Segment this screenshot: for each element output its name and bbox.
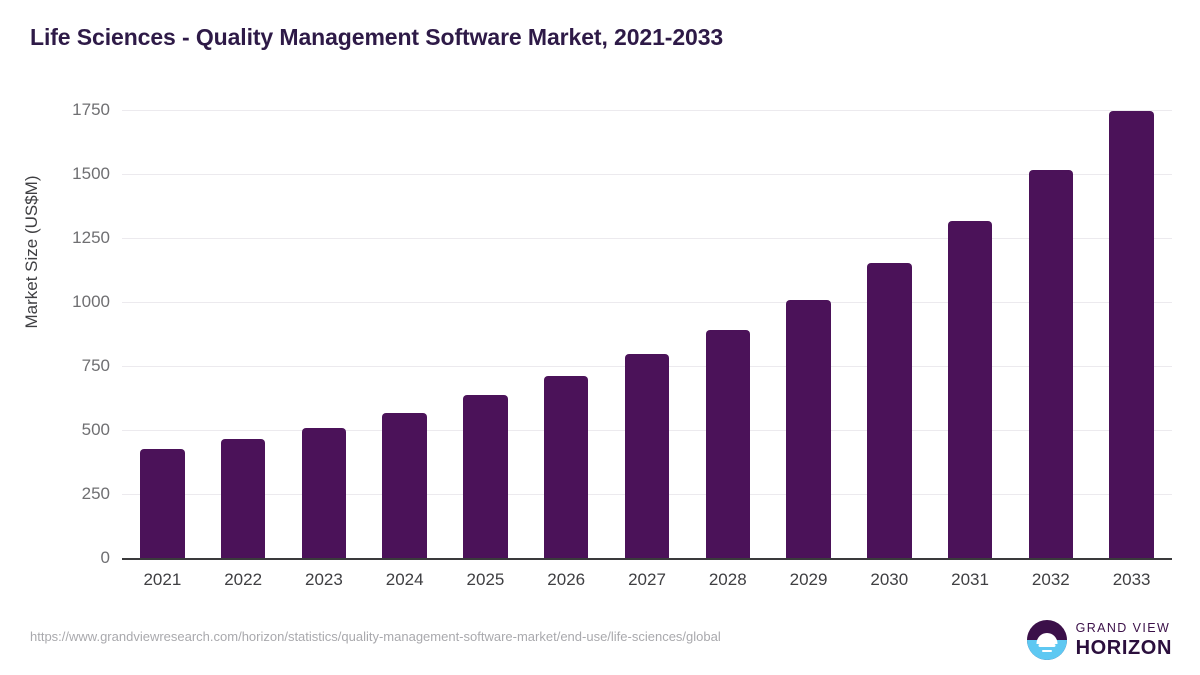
grand-view-horizon-logo: GRAND VIEW HORIZON bbox=[1026, 620, 1172, 660]
x-tick-label: 2025 bbox=[466, 570, 505, 589]
x-tick-label: 2030 bbox=[870, 570, 909, 589]
y-tick-label: 1750 bbox=[72, 100, 110, 119]
x-tick-label: 2029 bbox=[789, 570, 828, 589]
x-tick-label: 2026 bbox=[547, 570, 586, 589]
logo-line-horizon: HORIZON bbox=[1075, 636, 1172, 659]
x-tick-label: 2024 bbox=[385, 570, 424, 589]
gridline bbox=[122, 110, 1172, 111]
logo-line-grand-view: GRAND VIEW bbox=[1075, 621, 1171, 636]
bar[interactable] bbox=[867, 263, 912, 558]
horizon-sun-icon bbox=[1026, 620, 1067, 660]
x-tick-label: 2028 bbox=[708, 570, 747, 589]
x-axis-line bbox=[122, 558, 1172, 560]
bar[interactable] bbox=[301, 427, 347, 558]
y-axis-tick-labels: 0 250 500 750 1000 1250 1500 1750 bbox=[40, 100, 110, 567]
y-tick-label: 1000 bbox=[72, 292, 110, 311]
x-tick-label: 2021 bbox=[143, 570, 182, 589]
y-tick-label: 250 bbox=[81, 484, 110, 503]
x-tick-label: 2022 bbox=[224, 570, 263, 589]
logo-wordmark: GRAND VIEW HORIZON bbox=[1076, 622, 1172, 658]
bar[interactable] bbox=[140, 449, 185, 558]
bar[interactable] bbox=[624, 354, 670, 558]
bar[interactable] bbox=[1109, 111, 1154, 558]
bar[interactable] bbox=[705, 330, 750, 558]
x-tick-label: 2032 bbox=[1031, 570, 1070, 589]
bar[interactable] bbox=[947, 220, 993, 558]
y-tick-label: 750 bbox=[81, 356, 110, 375]
bar[interactable] bbox=[1028, 170, 1074, 558]
page-title: Life Sciences - Quality Management Softw… bbox=[30, 24, 724, 50]
x-axis-tick-labels: 2021 2022 2023 2024 2025 2026 2027 2028 2029 2030… bbox=[122, 570, 1172, 600]
x-tick-label: 2023 bbox=[305, 570, 343, 589]
x-tick-label: 2027 bbox=[628, 570, 666, 589]
bar[interactable] bbox=[786, 300, 831, 558]
y-tick-label: 0 bbox=[100, 548, 110, 567]
y-tick-label: 500 bbox=[81, 420, 110, 439]
logo-ray-short bbox=[1041, 649, 1052, 653]
x-tick-label: 2033 bbox=[1112, 570, 1151, 589]
gridline bbox=[122, 238, 1172, 239]
bar[interactable] bbox=[382, 413, 427, 558]
gridline bbox=[122, 302, 1172, 303]
y-tick-label: 1250 bbox=[72, 228, 110, 247]
bar[interactable] bbox=[544, 375, 589, 558]
logo-dome-shape bbox=[1036, 633, 1058, 645]
source-url[interactable]: https://www.grandviewresearch.com/horizo… bbox=[30, 629, 721, 644]
gridline bbox=[122, 174, 1172, 175]
plot-area bbox=[122, 110, 1172, 558]
y-axis-title: Market Size (US$M) bbox=[22, 175, 41, 329]
y-tick-label: 1500 bbox=[72, 164, 110, 183]
bar[interactable] bbox=[463, 394, 508, 558]
x-tick-label: 2031 bbox=[951, 570, 989, 589]
bar[interactable] bbox=[220, 439, 266, 558]
logo-ray-long bbox=[1038, 644, 1056, 647]
